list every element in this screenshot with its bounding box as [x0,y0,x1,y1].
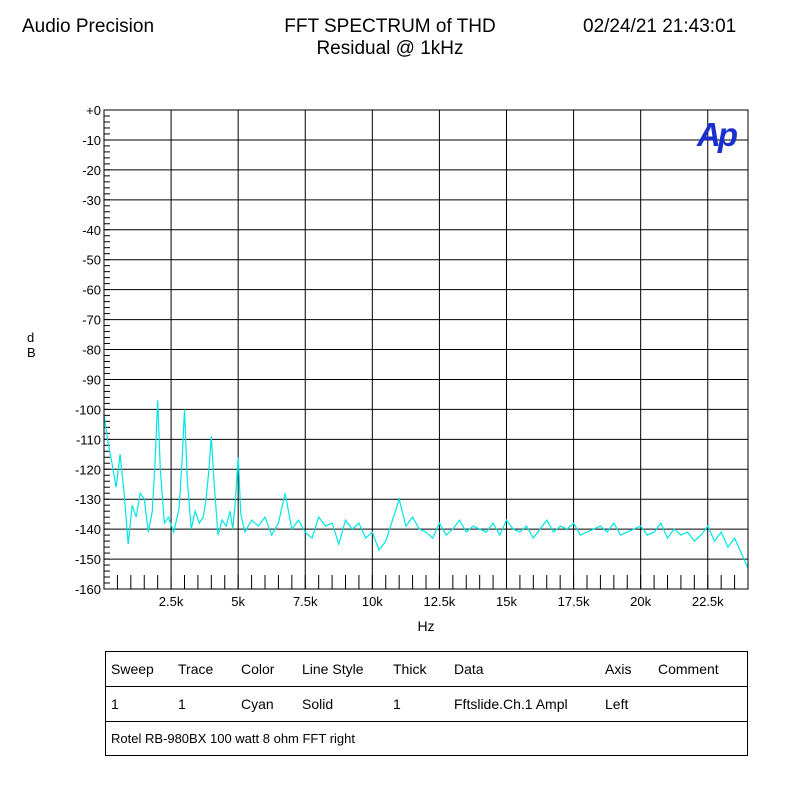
ap-logo-text: Ap [696,116,738,153]
y-tick-labels: +0 -10 -20 -30 -40 -50 -60 -70 -80 -90 -100 -110 -12… [75,103,101,597]
y-tick-label: -120 [75,462,101,477]
legend-header-row: Sweep Trace Color Line Style Thick Data … [105,651,748,687]
y-tick-label: -60 [82,283,101,298]
col-thick: Thick [388,651,449,687]
y-tick-label: -140 [75,522,101,537]
col-comment: Comment [653,651,748,687]
y-tick-label: -30 [82,193,101,208]
brand-label: Audio Precision [22,16,155,37]
y-tick-label: -90 [82,372,101,387]
x-tick-label: 22.5k [692,594,724,609]
y-tick-label: -130 [75,492,101,507]
y-tick-label: -80 [82,343,101,358]
row-comment [653,686,748,722]
row-line-style: Solid [297,686,388,722]
y-tick-label: -20 [82,163,101,178]
x-tick-label: 10k [362,594,383,609]
y-tick-label: +0 [86,103,101,118]
legend-note-row: Rotel RB-980BX 100 watt 8 ohm FFT right [106,722,748,756]
row-axis: Left [600,686,653,722]
y-tick-label: -10 [82,133,101,148]
col-trace: Trace [173,651,236,687]
row-sweep: 1 [105,686,173,722]
col-axis: Axis [600,651,653,687]
x-tick-label: 15k [496,594,517,609]
chart-series [103,400,749,569]
plot-frame [103,109,749,590]
ap-logo: Ap [696,116,741,153]
chart-title-line1: FFT SPECTRUM of THD [284,16,496,37]
series-line [103,400,749,569]
x-tick-label: 17.5k [558,594,590,609]
legend-note: Rotel RB-980BX 100 watt 8 ohm FFT right [111,731,355,746]
y-tick-label: -50 [82,253,101,268]
y-tick-label: -160 [75,582,101,597]
y-tick-label: -100 [75,402,101,417]
x-tick-label: 2.5k [159,594,184,609]
y-axis-label-d: d [27,330,35,345]
timestamp: 02/24/21 21:43:01 [583,16,737,37]
row-data: Fftslide.Ch.1 Ampl [449,686,600,722]
y-tick-label: -150 [75,552,101,567]
chart-grid [104,109,748,590]
x-tick-label: 7.5k [293,594,318,609]
chart-title-line2: Residual @ 1kHz [316,38,464,59]
legend-table: Sweep Trace Color Line Style Thick Data … [105,651,748,756]
chart-title: FFT SPECTRUM of THD Residual @ 1kHz [240,16,540,60]
x-tick-labels: 2.5k 5k 7.5k 10k 12.5k 15k 17.5k 20k 22.5k [159,594,724,609]
row-color: Cyan [236,686,297,722]
x-tick-label: 12.5k [424,594,456,609]
x-axis-label: Hz [417,618,434,634]
row-thick: 1 [388,686,449,722]
legend-row: 1 1 Cyan Solid 1 Fftslide.Ch.1 Ampl Left [105,686,748,722]
y-tick-label: -110 [76,432,101,447]
x-tick-label: 20k [630,594,651,609]
col-sweep: Sweep [105,651,173,687]
y-tick-label: -40 [82,223,101,238]
col-line-style: Line Style [297,651,388,687]
row-trace: 1 [173,686,236,722]
x-tick-label: 5k [231,594,245,609]
fft-chart: +0 -10 -20 -30 -40 -50 -60 -70 -80 -90 -100 -110 -12… [75,103,749,634]
y-tick-label: -70 [82,313,101,328]
y-axis-label-b: B [27,345,36,360]
col-data: Data [449,651,600,687]
chart-minor-ticks [103,109,749,590]
col-color: Color [236,651,297,687]
